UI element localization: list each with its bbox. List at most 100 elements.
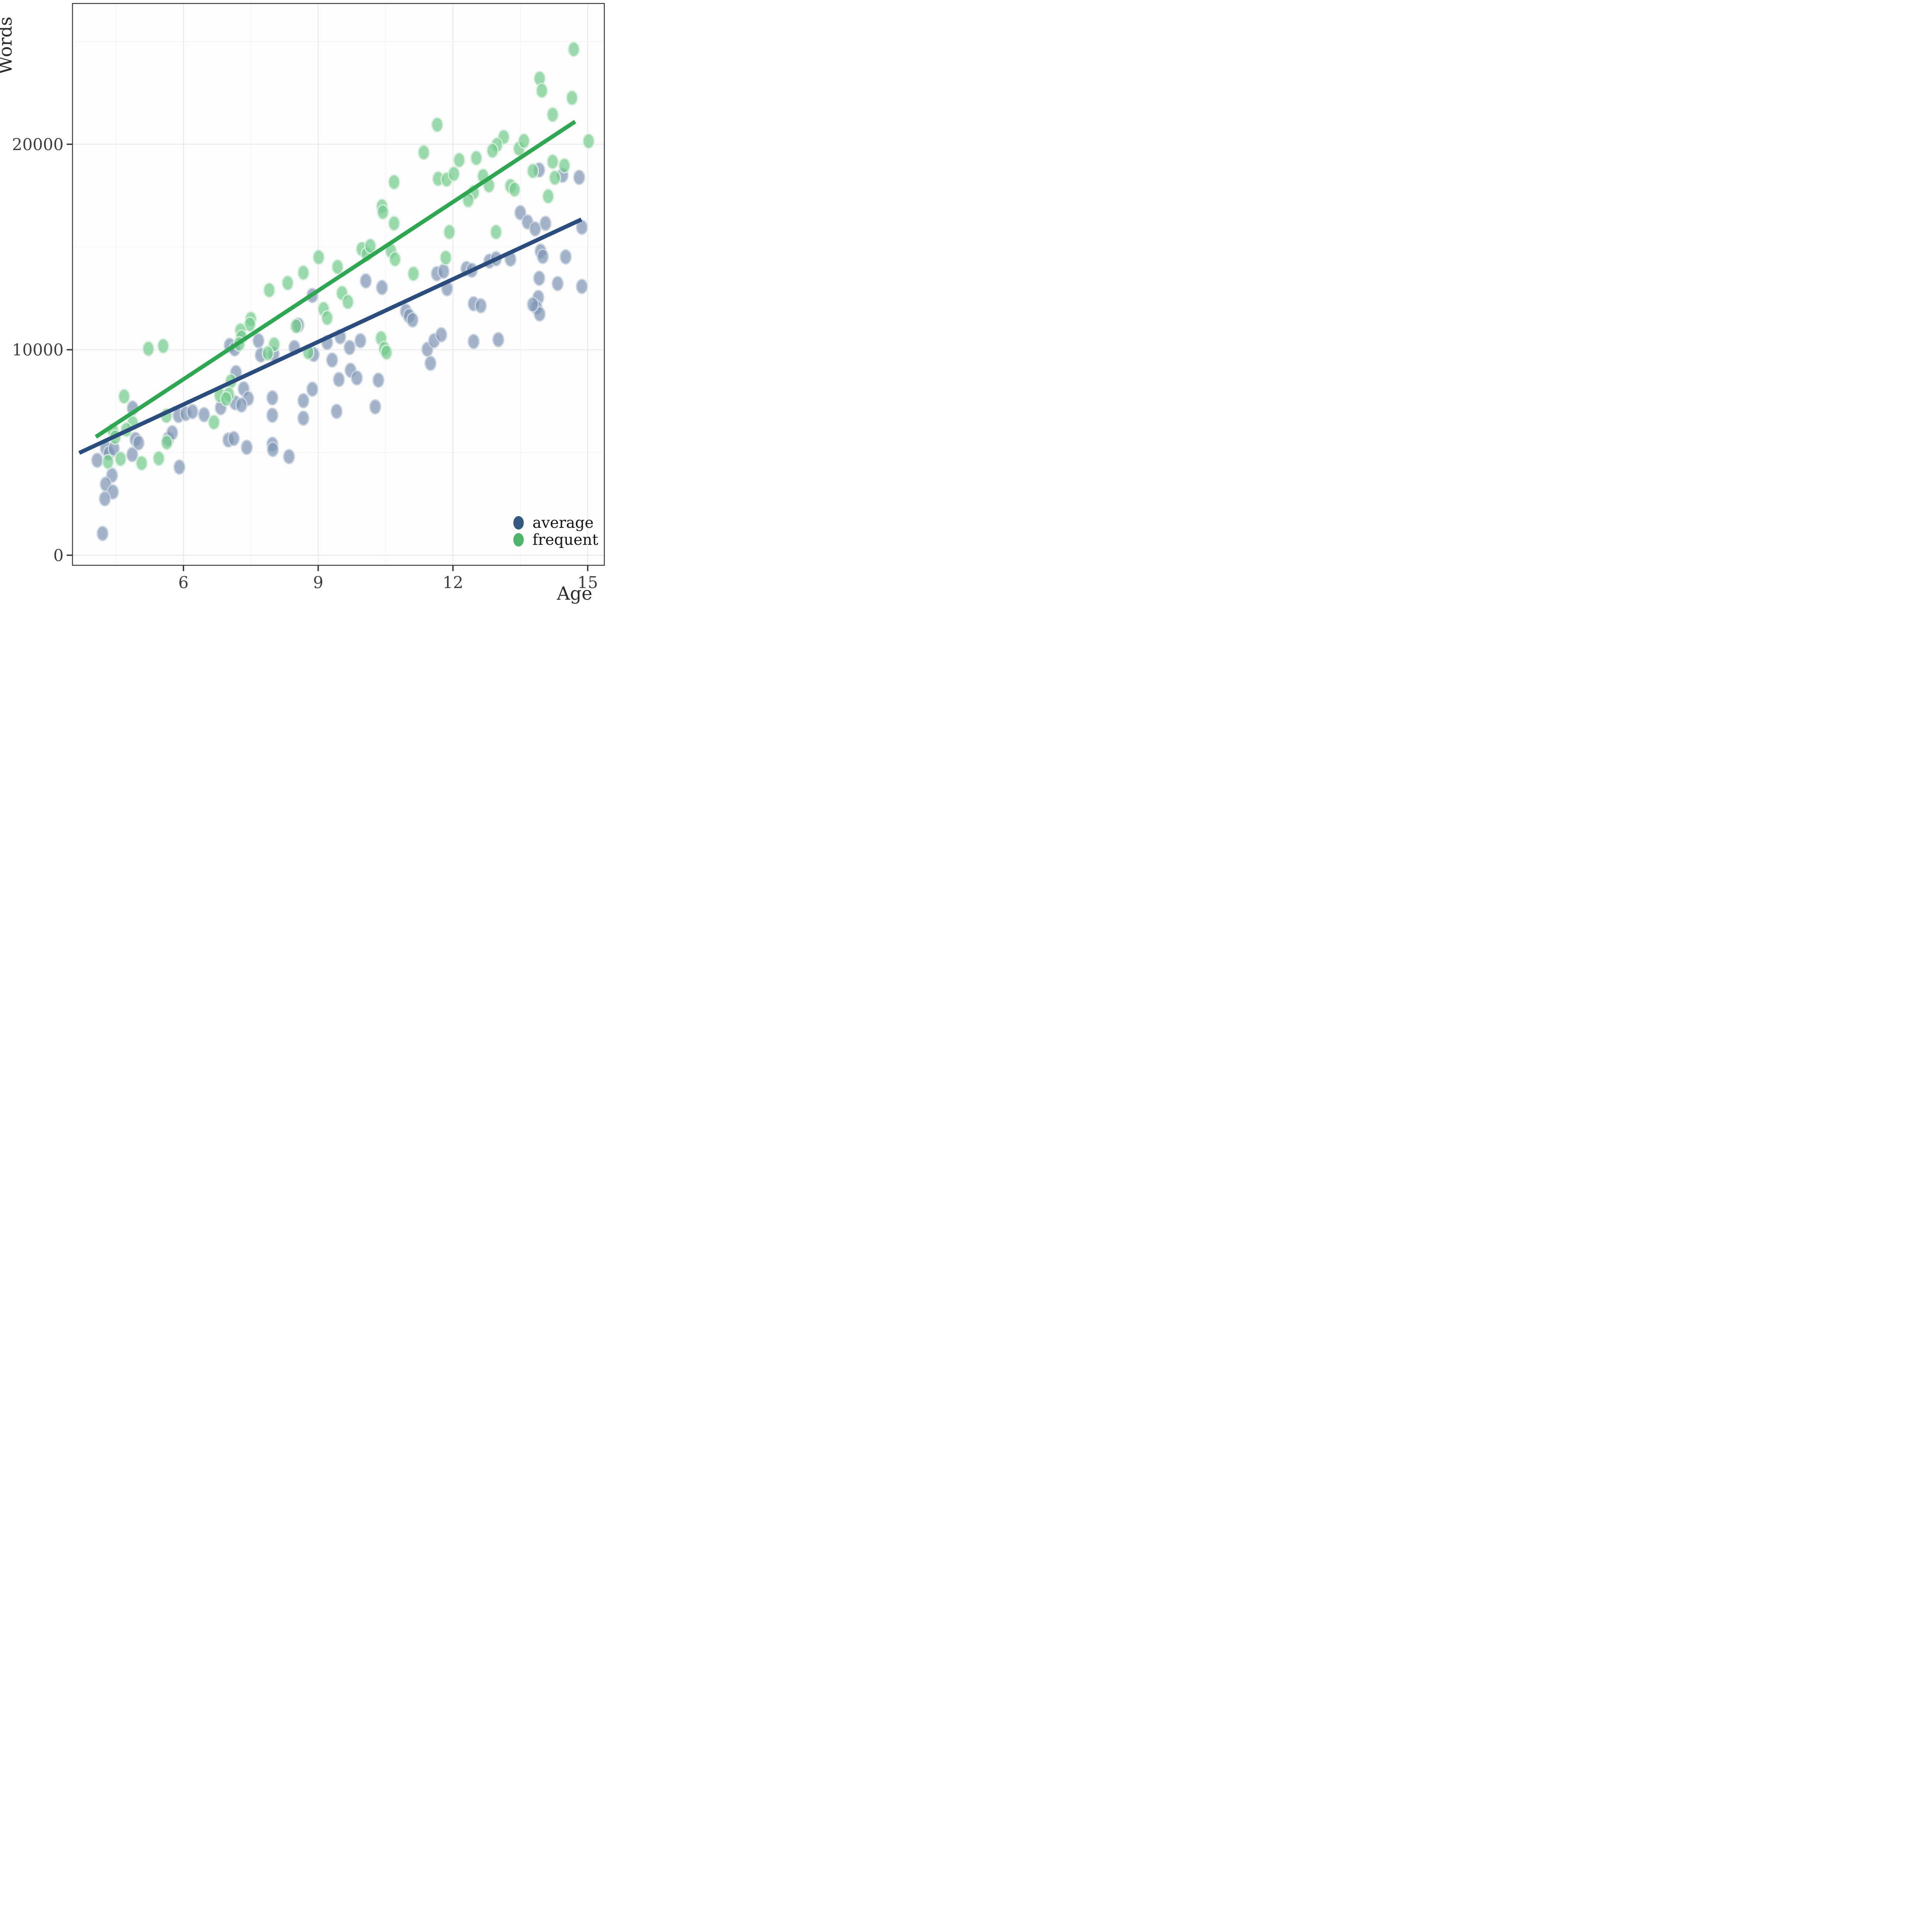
data-point-average xyxy=(297,393,310,409)
data-point-frequent xyxy=(160,434,173,451)
data-point-average xyxy=(235,397,248,413)
data-point-frequent xyxy=(549,170,561,186)
data-point-average xyxy=(573,169,585,185)
data-point-frequent xyxy=(243,316,256,332)
trend-line-average xyxy=(78,218,582,455)
scatter-plot-figure: 6 9 12 15 0 10000 20000 Words Age average frequent xyxy=(0,0,606,606)
data-point-average xyxy=(228,430,240,447)
data-point-average xyxy=(126,447,139,463)
data-point-average xyxy=(551,276,564,292)
data-point-frequent xyxy=(388,174,400,190)
data-point-average xyxy=(330,403,343,419)
x-tick-label: 15 xyxy=(577,573,598,592)
data-point-frequent xyxy=(542,188,554,204)
panel-border xyxy=(72,3,605,566)
data-point-frequent xyxy=(439,250,452,266)
data-point-frequent xyxy=(312,249,325,265)
plot-area xyxy=(72,3,605,565)
data-point-frequent xyxy=(389,251,401,267)
data-point-frequent xyxy=(490,224,502,240)
data-point-frequent xyxy=(518,133,530,149)
data-point-average xyxy=(369,399,382,415)
data-point-average xyxy=(96,526,109,541)
data-point-average xyxy=(333,371,345,388)
data-point-average xyxy=(266,390,279,406)
data-point-average xyxy=(173,459,186,475)
data-point-frequent xyxy=(558,158,571,173)
legend-dot-average xyxy=(513,516,524,530)
data-point-frequent xyxy=(453,152,466,168)
data-point-average xyxy=(467,333,480,350)
legend-label-frequent: frequent xyxy=(532,531,598,549)
data-point-average xyxy=(539,215,552,231)
data-point-average xyxy=(536,248,549,264)
data-point-average xyxy=(306,381,319,397)
data-point-frequent xyxy=(102,454,114,470)
data-point-average xyxy=(132,435,145,451)
y-axis-title: Words xyxy=(0,17,16,75)
data-point-frequent xyxy=(486,143,499,159)
data-point-average xyxy=(514,205,527,221)
data-point-average xyxy=(91,452,104,468)
data-point-frequent xyxy=(220,391,233,407)
data-point-frequent xyxy=(417,145,430,160)
data-point-average xyxy=(376,279,388,296)
data-point-average xyxy=(424,355,437,371)
data-point-average xyxy=(406,312,419,328)
data-point-frequent xyxy=(582,133,595,149)
x-tick-label: 12 xyxy=(443,573,463,592)
data-point-average xyxy=(252,333,265,349)
data-point-frequent xyxy=(527,163,539,179)
x-tick-label: 9 xyxy=(313,573,323,592)
data-point-frequent xyxy=(546,107,559,123)
data-point-frequent xyxy=(207,414,220,430)
data-point-average xyxy=(267,441,279,457)
data-point-frequent xyxy=(447,166,460,182)
data-point-frequent xyxy=(407,266,420,282)
data-point-average xyxy=(527,296,539,313)
data-point-frequent xyxy=(331,259,344,275)
data-point-frequent xyxy=(142,341,155,357)
data-point-average xyxy=(575,219,588,235)
legend-dot-frequent xyxy=(513,533,524,547)
data-point-frequent xyxy=(536,83,548,99)
data-point-frequent xyxy=(388,215,400,231)
x-tick-label: 6 xyxy=(178,573,189,592)
data-point-frequent xyxy=(568,41,580,57)
data-point-average xyxy=(326,352,338,368)
data-point-average xyxy=(359,273,372,289)
data-point-frequent xyxy=(470,150,483,166)
data-point-average xyxy=(437,263,450,279)
data-point-average xyxy=(240,439,253,456)
y-tick-label: 10000 xyxy=(12,340,64,359)
legend-label-average: average xyxy=(532,514,594,532)
y-tick-label: 20000 xyxy=(12,135,64,154)
data-point-average xyxy=(533,270,546,286)
data-point-frequent xyxy=(443,224,456,240)
data-point-frequent xyxy=(321,310,333,326)
data-point-average xyxy=(186,403,199,420)
data-point-frequent xyxy=(376,204,389,220)
data-point-average xyxy=(492,332,505,348)
data-point-average xyxy=(529,221,541,237)
data-point-average xyxy=(560,249,572,265)
data-point-frequent xyxy=(342,294,354,310)
data-point-average xyxy=(354,333,367,349)
data-point-average xyxy=(297,410,310,426)
data-point-average xyxy=(474,298,487,314)
data-point-average xyxy=(435,327,447,343)
data-point-frequent xyxy=(262,345,274,361)
data-point-average xyxy=(372,372,385,388)
data-point-frequent xyxy=(380,344,393,361)
data-point-frequent xyxy=(508,181,521,197)
data-point-frequent xyxy=(152,451,165,466)
data-point-average xyxy=(350,370,363,386)
data-point-average xyxy=(198,406,211,423)
data-point-average xyxy=(99,491,111,507)
data-point-frequent xyxy=(290,318,303,334)
y-tick-label: 0 xyxy=(53,546,64,565)
data-point-frequent xyxy=(114,451,127,467)
data-point-average xyxy=(266,407,279,423)
data-point-frequent xyxy=(431,117,444,133)
